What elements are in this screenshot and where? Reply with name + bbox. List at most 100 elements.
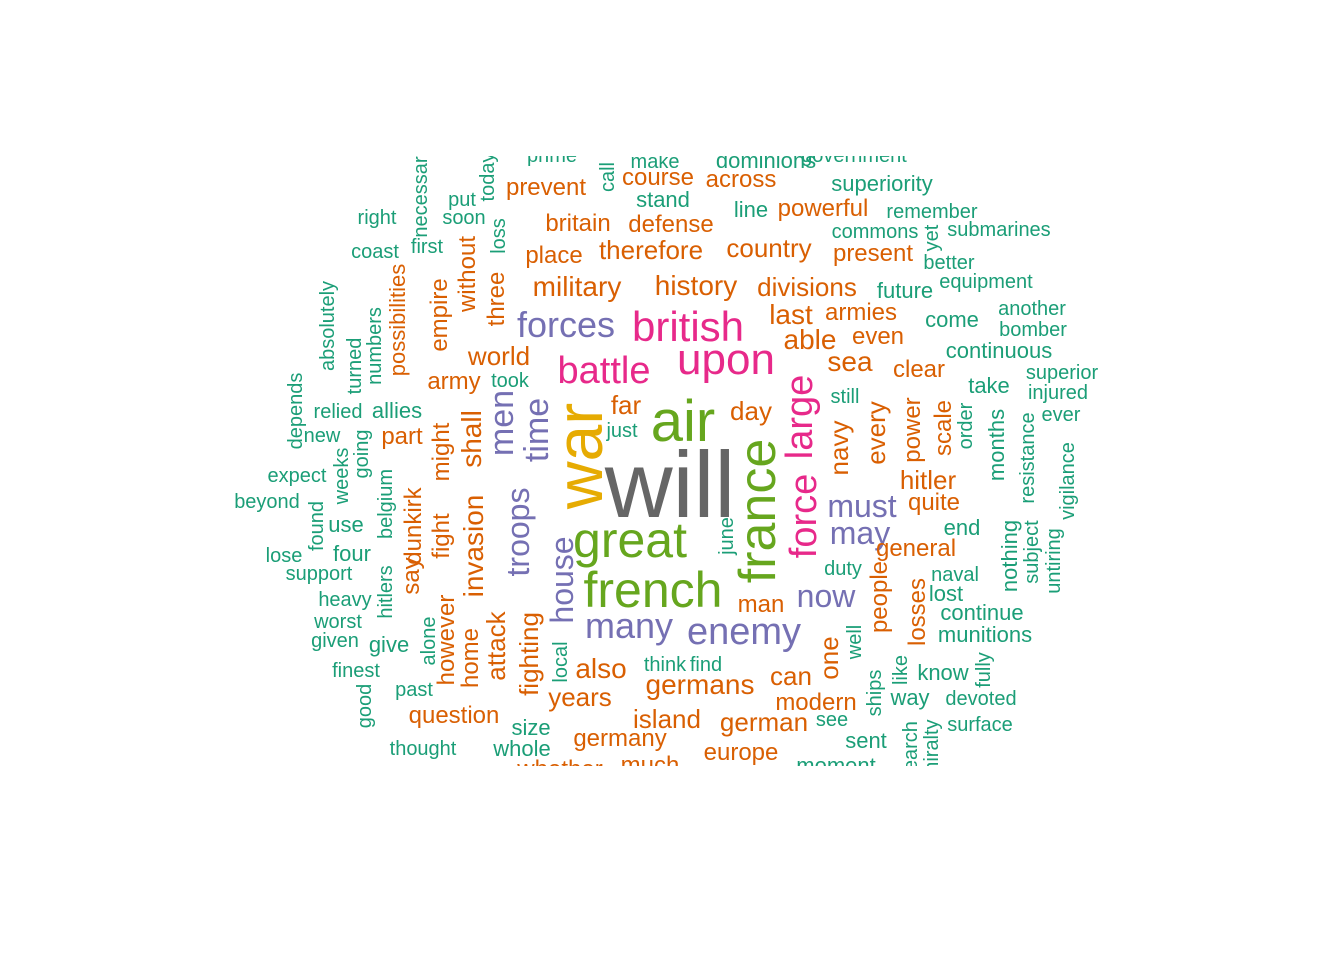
word-day: day [730,396,772,426]
word-divisions: divisions [757,272,857,302]
word-another: another [998,298,1066,320]
word-battle: battle [557,350,651,392]
word-find: find [689,654,723,676]
word-now: now [796,578,856,614]
word-months: months [984,408,1009,482]
word-just: just [606,420,638,442]
word-past: past [395,679,433,701]
word-cloud: will war air great french france upon british ba… [224,156,1120,766]
word-large: large [779,374,821,460]
word-men: men [483,389,521,457]
word-sent: sent [845,728,887,753]
word-moment: moment [796,753,876,767]
word-possibilities: possibilities [385,263,410,377]
word-right: right [357,207,397,229]
word-equipment: equipment [939,271,1033,293]
word-three: three [483,271,510,327]
word-every: every [861,401,891,465]
word-superiority: superiority [831,171,933,196]
word-empire: empire [426,278,453,352]
word-ships: ships [864,669,886,717]
word-munitions: munitions [937,622,1033,647]
word-one: one [814,636,844,680]
word-four: four [333,541,371,566]
word-worst: worst [314,611,362,633]
word-took: took [491,370,529,392]
word-put: put [448,189,476,211]
word-use: use [328,512,364,537]
word-think: think [643,654,687,676]
word-alone: alone [418,616,440,666]
word-lost: lost [928,581,964,606]
word-prevent: prevent [505,174,587,201]
word-german: german [719,707,809,737]
word-coast: coast [351,241,399,263]
word-june: june [716,517,738,555]
word-europe: europe [703,739,779,766]
word-resistance: resistance [1017,412,1039,504]
word-yet: yet [921,224,943,252]
word-house: house [544,536,580,624]
word-end: end [943,515,981,540]
word-fighting: fighting [514,612,544,696]
word-even: even [851,323,905,350]
word-home: home [457,627,484,689]
word-relied: relied [313,401,363,423]
word-years: years [548,682,612,712]
word-weeks: weeks [331,447,353,505]
word-quite: quite [907,489,961,516]
word-many: many [584,605,674,646]
word-across: across [705,166,777,193]
word-size: size [511,715,551,740]
word-world: world [467,341,531,371]
word-necessary: necessary [410,156,432,238]
word-upon: upon [677,335,775,384]
word-call: call [597,161,619,193]
word-surface: surface [947,714,1013,736]
word-whether: whether [517,758,602,767]
word-defense: defense [628,211,714,238]
word-able: able [783,324,837,355]
word-french: french [583,562,723,618]
word-hitlers: hitlers [375,565,397,619]
word-order: order [955,402,977,450]
word-absolutely: absolutely [317,280,339,372]
word-heavy: heavy [318,589,372,611]
word-loss: loss [488,218,510,254]
word-great: great [573,512,687,568]
word-modern: modern [775,689,857,716]
word-time: time [518,397,556,463]
word-way: way [890,685,930,710]
word-subject: subject [1021,520,1043,584]
word-force: force [783,473,825,559]
word-bomber: bomber [999,319,1067,341]
word-beyond: beyond [234,491,300,513]
word-found: found [306,500,328,552]
word-course: course [621,164,695,191]
word-whole: whole [493,736,551,761]
word-man: man [737,591,785,618]
word-navy: navy [824,420,854,476]
word-admiralty: admiralty [921,719,943,766]
word-will: will [604,432,736,537]
word-prime: prime [526,156,578,167]
word-ever: ever [1041,404,1081,426]
word-say: say [398,557,425,595]
word-submarines: submarines [947,219,1051,241]
word-enemy: enemy [686,611,802,653]
word-might: might [428,422,455,482]
word-germany: germany [573,725,667,752]
word-injured: injured [1027,382,1089,404]
word-good: good [354,683,376,729]
word-military: military [532,271,622,302]
word-allies: allies [371,398,423,423]
word-come: come [925,307,979,332]
word-question: question [408,702,500,729]
word-remember: remember [886,201,978,223]
word-air: air [650,389,716,454]
word-must: must [827,488,897,524]
word-expect: expect [267,465,327,487]
word-dominions: dominions [715,156,817,173]
word-can: can [770,661,812,691]
word-continuous: continuous [945,338,1053,363]
